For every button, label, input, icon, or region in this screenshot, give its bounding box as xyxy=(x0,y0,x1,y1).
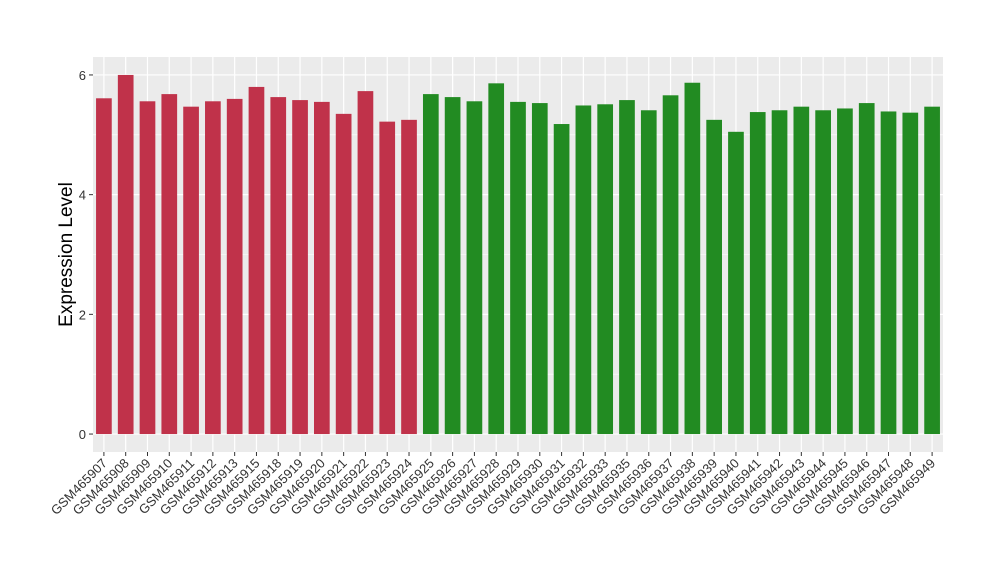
bar-GSM465918 xyxy=(270,97,287,435)
bar-GSM465927 xyxy=(466,101,483,435)
bar-GSM465919 xyxy=(292,100,308,435)
bar-GSM465912 xyxy=(205,101,221,435)
y-tick-label: 0 xyxy=(79,427,86,442)
y-axis-label: Expression Level xyxy=(56,182,77,327)
bar-GSM465923 xyxy=(379,121,396,435)
bar-GSM465930 xyxy=(531,103,548,435)
bar-GSM465936 xyxy=(640,110,657,435)
bar-GSM465913 xyxy=(226,98,243,435)
bar-GSM465933 xyxy=(597,104,614,435)
y-tick-label: 4 xyxy=(79,188,86,203)
bar-GSM465942 xyxy=(771,110,788,435)
bar-GSM465940 xyxy=(728,131,744,435)
bar-GSM465946 xyxy=(858,103,875,435)
bar-GSM465925 xyxy=(422,94,439,435)
bar-GSM465928 xyxy=(488,83,505,435)
bar-GSM465931 xyxy=(553,124,570,435)
bar-GSM465907 xyxy=(96,98,112,435)
bar-GSM465945 xyxy=(837,108,853,435)
bar-GSM465948 xyxy=(902,112,919,435)
x-axis: GSM465907GSM465908GSM465909GSM465910GSM4… xyxy=(48,452,938,518)
bar-GSM465949 xyxy=(924,106,940,435)
bar-GSM465926 xyxy=(444,97,461,435)
bar-GSM465938 xyxy=(684,82,701,435)
bars xyxy=(96,74,940,435)
bar-GSM465911 xyxy=(183,106,199,435)
bar-GSM465921 xyxy=(335,113,352,435)
bar-GSM465910 xyxy=(161,94,178,435)
bar-GSM465908 xyxy=(117,74,134,435)
y-tick-label: 2 xyxy=(79,307,86,322)
bar-GSM465943 xyxy=(793,106,810,435)
bar-GSM465920 xyxy=(314,101,330,435)
bar-GSM465935 xyxy=(619,100,635,435)
bar-GSM465947 xyxy=(880,111,897,435)
bar-GSM465944 xyxy=(815,110,831,435)
bar-GSM465915 xyxy=(248,86,265,435)
bar-GSM465909 xyxy=(139,101,156,435)
y-axis: 0 2 4 6 xyxy=(79,68,93,442)
bar-GSM465939 xyxy=(706,119,722,435)
y-tick-label: 6 xyxy=(79,68,86,83)
bar-GSM465929 xyxy=(510,101,526,435)
bar-GSM465924 xyxy=(401,119,417,435)
bar-GSM465932 xyxy=(575,105,592,435)
bar-GSM465937 xyxy=(662,95,679,435)
bar-GSM465941 xyxy=(749,112,766,435)
bar-GSM465922 xyxy=(357,91,374,435)
